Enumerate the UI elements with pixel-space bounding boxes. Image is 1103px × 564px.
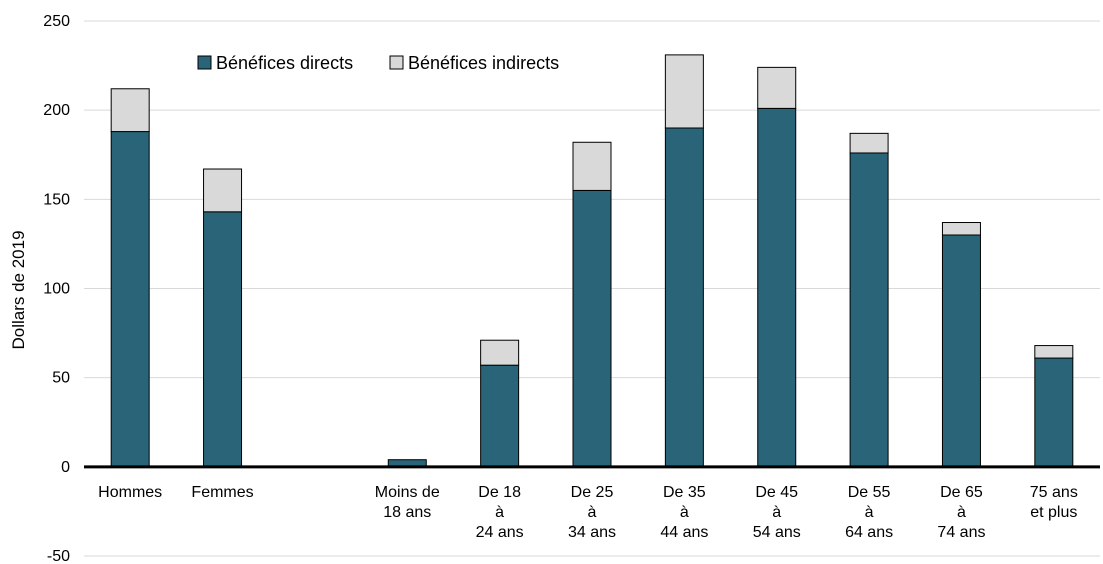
y-tick-labels: -50 0 50 100 150 200 250: [43, 13, 70, 564]
bar-indirect: [110, 88, 150, 133]
x-category-label: De 25 à 34 ans: [568, 484, 616, 541]
legend-swatch: [389, 55, 404, 70]
y-tick-label: 150: [43, 191, 70, 208]
bar-direct: [480, 364, 520, 468]
x-category-label: De 55 à 64 ans: [845, 484, 893, 541]
legend-label: Bénéfices directs: [216, 53, 353, 73]
x-category-label: De 65 à 74 ans: [937, 484, 985, 541]
x-category-label: 75 ans et plus: [1030, 484, 1078, 521]
bar-direct: [941, 234, 981, 468]
bar-indirect: [203, 168, 243, 213]
y-tick-label: 250: [43, 13, 70, 30]
bar-indirect: [664, 54, 704, 129]
bar-indirect: [572, 141, 612, 191]
legend-swatch: [197, 55, 212, 70]
x-category-label: De 35 à 44 ans: [660, 484, 708, 541]
y-tick-label: 200: [43, 102, 70, 119]
bar-indirect: [941, 222, 981, 236]
legend-label: Bénéfices indirects: [408, 53, 559, 73]
y-tick-label: 50: [52, 370, 70, 387]
bar-indirect: [849, 132, 889, 154]
y-tick-label: 100: [43, 281, 70, 298]
bar-direct: [572, 189, 612, 468]
bar-direct: [664, 127, 704, 468]
bar-direct: [203, 211, 243, 468]
x-category-label: De 45 à 54 ans: [753, 484, 801, 541]
bar-indirect: [757, 66, 797, 109]
x-category-label: De 18 à 24 ans: [476, 484, 524, 541]
bar-direct: [1034, 357, 1074, 468]
y-tick-label: 0: [61, 459, 70, 476]
bar-direct: [757, 107, 797, 468]
bar-indirect: [1034, 345, 1074, 359]
x-category-label: Femmes: [191, 484, 253, 501]
bar-indirect: [480, 339, 520, 366]
legend: Bénéfices directs Bénéfices indirects: [197, 53, 559, 73]
y-axis-title: Dollars de 2019: [9, 230, 28, 349]
x-category-label: Moins de 18 ans: [375, 484, 440, 521]
x-category-labels: Hommes Femmes Moins de 18 ans De 18 à 24 ans De…: [98, 484, 1078, 541]
bars: [110, 54, 1074, 468]
y-tick-label: -50: [47, 548, 70, 564]
x-category-label: Hommes: [98, 484, 162, 501]
bar-direct: [849, 152, 889, 468]
bar-direct: [110, 131, 150, 468]
